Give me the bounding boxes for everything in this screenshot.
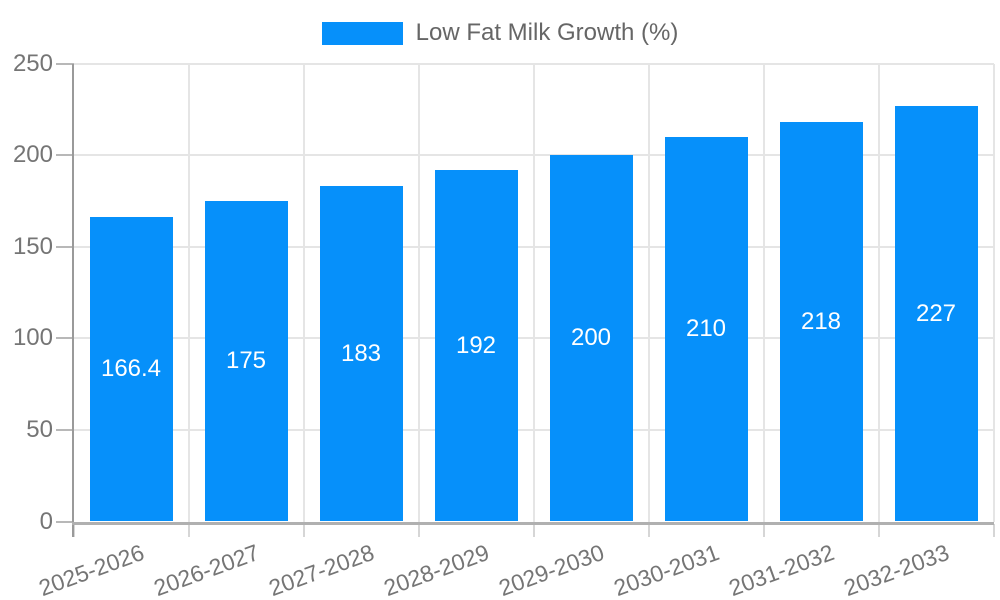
bar-2028-2029[interactable]: [434, 169, 518, 522]
x-axis-line: [72, 521, 994, 525]
chart-legend: Low Fat Milk Growth (%): [0, 21, 1000, 45]
gridline-vertical: [877, 63, 880, 522]
x-axis-tick: [187, 523, 190, 537]
bar-2029-2030[interactable]: [549, 155, 633, 522]
y-tick-label: 200: [12, 141, 53, 169]
legend-item-low-fat-milk-growth[interactable]: Low Fat Milk Growth (%): [321, 19, 679, 46]
y-tick-label: 150: [12, 232, 53, 260]
x-axis-label: 2028-2029: [380, 539, 493, 600]
x-axis-tick: [532, 523, 535, 537]
gridline-vertical: [187, 63, 190, 522]
y-tick-label: 50: [26, 415, 53, 443]
x-axis-label: 2025-2026: [35, 539, 148, 600]
y-axis-line: [72, 63, 74, 537]
gridline-vertical: [532, 63, 535, 522]
x-axis-tick: [647, 523, 650, 537]
gridline-vertical: [762, 63, 765, 522]
gridline-vertical: [417, 63, 420, 522]
y-axis-tick: [56, 520, 74, 523]
bar-2026-2027[interactable]: [204, 200, 288, 522]
bar-value-label: 218: [800, 307, 842, 335]
x-axis-tick: [877, 523, 880, 537]
y-axis-tick: [56, 337, 74, 340]
x-axis-label: 2031-2032: [725, 539, 838, 600]
x-axis-label: 2027-2028: [265, 539, 378, 600]
gridline-vertical: [992, 63, 995, 522]
y-axis-tick: [56, 62, 74, 65]
gridline-vertical: [302, 63, 305, 522]
gridline-vertical: [647, 63, 650, 522]
x-axis-tick: [992, 523, 995, 537]
bar-value-label: 227: [915, 299, 957, 327]
legend-swatch: [321, 21, 403, 45]
bar-value-label: 192: [455, 331, 497, 359]
x-axis-label: 2032-2033: [840, 539, 953, 600]
y-axis-tick: [56, 245, 74, 248]
bar-2030-2031[interactable]: [664, 136, 748, 522]
y-axis-tick: [56, 154, 74, 157]
x-axis-tick: [762, 523, 765, 537]
y-tick-label: 100: [12, 324, 53, 352]
y-axis-tick: [56, 428, 74, 431]
bar-2025-2026[interactable]: [89, 216, 173, 522]
bar-2032-2033[interactable]: [894, 105, 978, 522]
bar-value-label: 166.4: [100, 355, 162, 383]
x-axis-tick: [417, 523, 420, 537]
x-axis-tick: [302, 523, 305, 537]
x-axis-label: 2029-2030: [495, 539, 608, 600]
bar-2027-2028[interactable]: [319, 186, 403, 522]
bar-2031-2032[interactable]: [779, 122, 863, 522]
x-axis-label: 2030-2031: [610, 539, 723, 600]
bar-value-label: 200: [570, 324, 612, 352]
bar-value-label: 183: [340, 339, 382, 367]
y-tick-label: 250: [12, 49, 53, 77]
legend-label: Low Fat Milk Growth (%): [415, 19, 679, 46]
bar-value-label: 210: [685, 315, 727, 343]
y-tick-label: 0: [39, 507, 53, 535]
bar-value-label: 175: [225, 347, 267, 375]
x-axis-label: 2026-2027: [150, 539, 263, 600]
